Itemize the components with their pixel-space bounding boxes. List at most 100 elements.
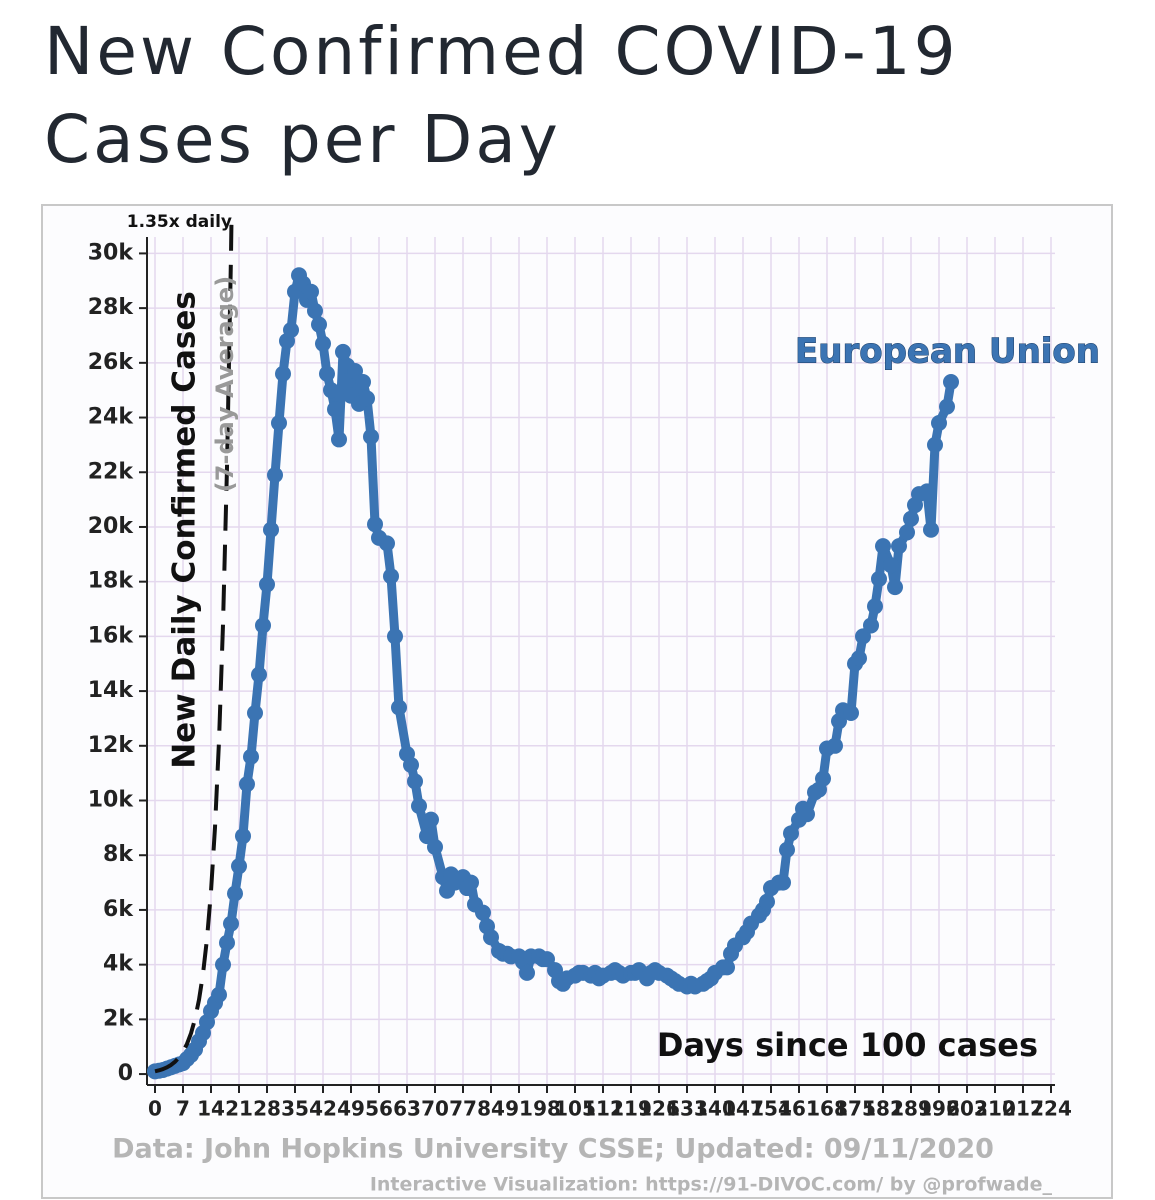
y-axis-sublabel: (7-day Average) [211, 276, 239, 492]
data-point [319, 365, 335, 382]
data-point [359, 390, 375, 407]
data-point [519, 964, 535, 981]
x-tick-label: 168 [806, 1097, 848, 1121]
x-tick-label: 147 [722, 1097, 764, 1121]
data-point [411, 797, 427, 814]
x-tick-label: 7 [176, 1097, 190, 1121]
data-point [383, 568, 399, 585]
data-point [215, 956, 231, 973]
data-point [247, 704, 263, 721]
data-point [871, 570, 887, 587]
x-tick-label: 196 [918, 1097, 960, 1121]
x-tick-label: 119 [610, 1097, 652, 1121]
y-tick-label: 8k [103, 842, 134, 867]
data-point [475, 904, 491, 921]
data-point [387, 628, 403, 645]
data-point [799, 806, 815, 823]
x-tick-label: 112 [582, 1097, 624, 1121]
x-tick-label: 21 [225, 1097, 253, 1121]
data-point [235, 828, 251, 845]
x-tick-label: 203 [946, 1097, 988, 1121]
x-tick-label: 70 [421, 1097, 449, 1121]
data-point [303, 283, 319, 300]
reference-label: 1.35x daily [127, 212, 232, 232]
x-tick-label: 84 [477, 1097, 505, 1121]
y-tick-label: 20k [88, 514, 135, 539]
x-tick-label: 56 [365, 1097, 393, 1121]
data-point [367, 516, 383, 533]
data-point [243, 748, 259, 765]
data-point [231, 858, 247, 875]
data-point [939, 398, 955, 415]
data-point [927, 436, 943, 453]
credit: Interactive Visualization: https://91-DI… [370, 1174, 1053, 1196]
data-point [267, 466, 283, 483]
y-tick-label: 16k [88, 623, 135, 648]
data-point [219, 934, 235, 951]
y-tick-label: 14k [88, 678, 135, 703]
x-tick-label: 91 [505, 1097, 533, 1121]
y-tick-label: 6k [103, 897, 134, 922]
data-point [719, 959, 735, 976]
data-point [327, 401, 343, 418]
data-point [539, 951, 555, 968]
data-point [943, 373, 959, 390]
data-point [419, 828, 435, 845]
source: Data: John Hopkins University CSSE; Upda… [112, 1134, 994, 1165]
data-point [379, 535, 395, 552]
data-point [867, 598, 883, 615]
y-tick-label: 12k [88, 733, 135, 758]
data-point [783, 825, 799, 842]
data-point [919, 483, 935, 500]
y-axis-label: New Daily Confirmed Cases [167, 291, 203, 769]
data-point [355, 373, 371, 390]
data-point [779, 841, 795, 858]
data-point [331, 431, 347, 448]
data-point [391, 699, 407, 716]
y-tick-label: 4k [103, 952, 134, 977]
x-tick-label: 175 [834, 1097, 876, 1121]
x-tick-label: 35 [281, 1097, 309, 1121]
x-tick-label: 161 [778, 1097, 820, 1121]
data-point [323, 382, 339, 399]
data-point [275, 365, 291, 382]
x-tick-label: 0 [148, 1097, 162, 1121]
data-point [827, 737, 843, 754]
x-tick-label: 14 [197, 1097, 225, 1121]
data-point [227, 885, 243, 902]
x-tick-label: 105 [554, 1097, 596, 1121]
data-point [307, 302, 323, 319]
reference-line [154, 212, 234, 1074]
x-tick-label: 217 [1002, 1097, 1044, 1121]
data-point [483, 929, 499, 946]
data-point [923, 521, 939, 538]
data-point [855, 628, 871, 645]
y-tick-label: 30k [88, 240, 135, 265]
data-point [891, 538, 907, 555]
data-point [851, 650, 867, 667]
data-point [211, 986, 227, 1003]
chart-title: New Confirmed COVID-19 Cases per Day [44, 13, 959, 178]
data-point [407, 773, 423, 790]
x-tick-label: 154 [750, 1097, 792, 1121]
x-tick-label: 98 [533, 1097, 561, 1121]
data-point [463, 874, 479, 891]
data-point [883, 557, 899, 574]
data-point [347, 363, 363, 380]
y-tick-label: 2k [103, 1006, 134, 1031]
data-point [775, 874, 791, 891]
data-point [887, 579, 903, 596]
y-tick-label: 24k [88, 405, 135, 430]
data-point [931, 415, 947, 432]
y-tick-label: 26k [88, 350, 135, 375]
x-tick-label: 140 [694, 1097, 736, 1121]
data-point [251, 666, 267, 683]
data-point [843, 704, 859, 721]
series-label: European Union [795, 332, 1100, 372]
x-tick-label: 126 [638, 1097, 680, 1121]
x-tick-label: 49 [337, 1097, 365, 1121]
x-tick-label: 182 [862, 1097, 904, 1121]
data-point [863, 617, 879, 634]
